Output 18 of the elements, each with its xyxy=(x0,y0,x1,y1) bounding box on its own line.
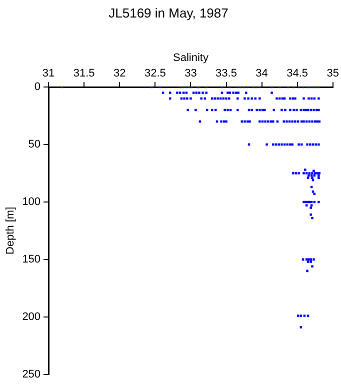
x-tick-label: 31.5 xyxy=(73,67,95,80)
y-tick-label: 100 xyxy=(22,196,41,208)
x-tick-label: 32 xyxy=(114,67,126,80)
x-tick-label: 34.5 xyxy=(286,67,308,80)
y-axis-title: Depth [m] xyxy=(4,206,17,255)
y-tick-label: 200 xyxy=(22,310,41,323)
y-tick-label: 50 xyxy=(28,138,41,151)
y-tick-label: 250 xyxy=(22,368,41,380)
x-tick-label: 33 xyxy=(184,67,197,80)
x-tick-label: 33.5 xyxy=(216,67,237,80)
chart-title: JL5169 in May, 1987 xyxy=(108,5,228,20)
y-tick-label: 150 xyxy=(22,253,41,266)
x-axis-title: Salinity xyxy=(172,52,209,64)
x-tick-label: 35 xyxy=(326,67,340,80)
x-tick-label: 34 xyxy=(256,67,268,80)
y-tick-label: 0 xyxy=(34,81,41,94)
x-tick-label: 31 xyxy=(42,67,55,80)
x-tick-label: 32.5 xyxy=(144,67,166,80)
